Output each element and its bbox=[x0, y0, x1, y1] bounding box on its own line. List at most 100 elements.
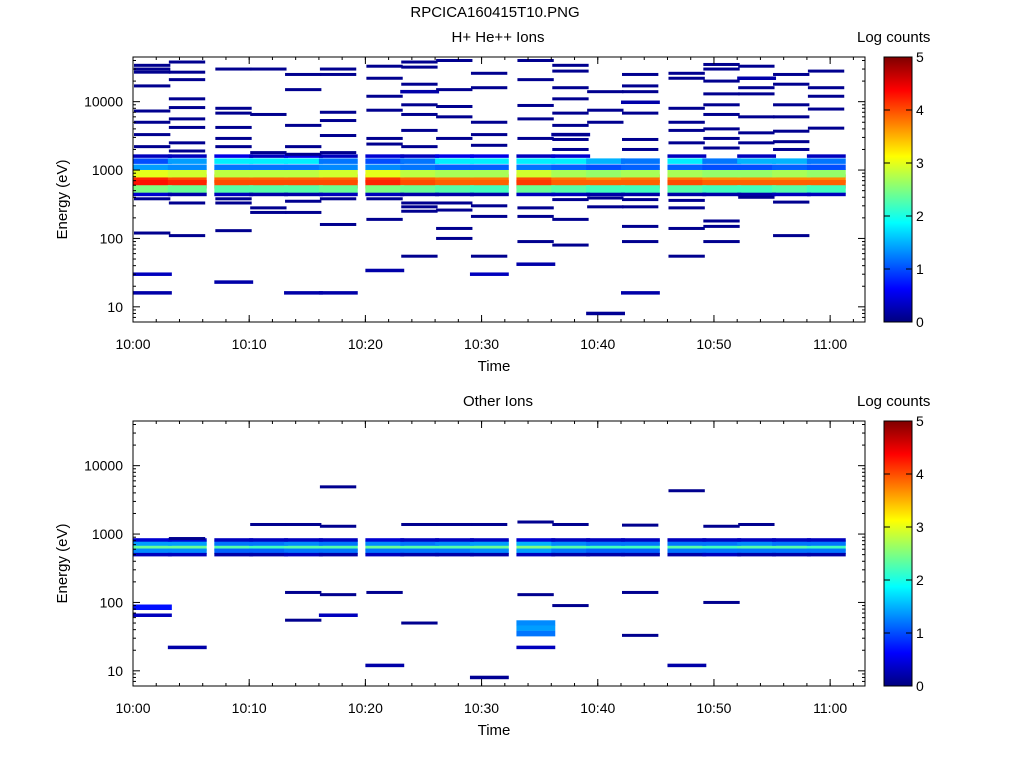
heatmap-cell bbox=[668, 128, 705, 132]
colorbar bbox=[883, 420, 913, 687]
heatmap-cell bbox=[435, 542, 474, 552]
heatmap-cell bbox=[551, 174, 591, 183]
heatmap-cell bbox=[214, 180, 254, 189]
x-tick-label: 10:40 bbox=[580, 700, 615, 716]
heatmap-cell bbox=[806, 164, 846, 170]
heatmap-cell bbox=[469, 164, 509, 170]
heatmap-cell bbox=[516, 192, 556, 197]
heatmap-cell bbox=[167, 552, 207, 557]
heatmap-cell bbox=[214, 158, 254, 164]
heatmap-cell bbox=[586, 311, 625, 316]
heatmap-cell bbox=[552, 133, 589, 137]
heatmap-cell bbox=[436, 236, 473, 240]
heatmap-cell bbox=[469, 272, 509, 276]
heatmap-cell bbox=[517, 593, 554, 597]
heatmap-cell bbox=[401, 205, 438, 209]
heatmap-cell bbox=[366, 136, 403, 140]
heatmap-cell bbox=[586, 164, 625, 170]
x-tick-label: 10:00 bbox=[115, 700, 150, 716]
heatmap-cell bbox=[622, 205, 659, 209]
heatmap-cell bbox=[806, 174, 846, 183]
heatmap-cell bbox=[249, 164, 289, 170]
heatmap-cell bbox=[133, 185, 172, 194]
heatmap-cell bbox=[469, 540, 509, 546]
heatmap-cell bbox=[668, 198, 705, 202]
heatmap-cell bbox=[737, 542, 777, 552]
heatmap-cell bbox=[738, 131, 775, 135]
heatmap-cell bbox=[516, 164, 556, 170]
heatmap-cell bbox=[133, 548, 172, 555]
heatmap-cell bbox=[318, 548, 358, 555]
heatmap-cell bbox=[772, 180, 811, 189]
heatmap-cell bbox=[772, 538, 811, 542]
heatmap-cell bbox=[587, 120, 624, 124]
heatmap-cell bbox=[587, 108, 624, 112]
heatmap-cell bbox=[516, 158, 556, 164]
heatmap-cell bbox=[702, 185, 742, 194]
heatmap-cell bbox=[667, 552, 707, 557]
heatmap-cell bbox=[319, 593, 357, 597]
heatmap-cell bbox=[284, 291, 323, 295]
panel-h-he-ions: 10:00 10:10 10:20 10:30 10:40 10:50 11:0010100… bbox=[54, 49, 924, 375]
heatmap-cell bbox=[365, 174, 405, 183]
heatmap-cell bbox=[516, 552, 556, 557]
heatmap-cell bbox=[702, 168, 742, 178]
heatmap-cell bbox=[516, 154, 556, 158]
heatmap-cell bbox=[133, 168, 172, 178]
heatmap-cell bbox=[214, 164, 254, 170]
heatmap-cell bbox=[703, 146, 740, 150]
heatmap-cell bbox=[318, 185, 358, 194]
heatmap-cell bbox=[319, 110, 357, 114]
heatmap-cell bbox=[806, 154, 846, 158]
heatmap-cell bbox=[215, 67, 252, 71]
heatmap-cell bbox=[168, 117, 206, 121]
heatmap-cell bbox=[401, 522, 438, 526]
heatmap-cell bbox=[214, 280, 254, 284]
heatmap-cell bbox=[622, 240, 659, 244]
heatmap-cell bbox=[622, 224, 659, 228]
heatmap-cell bbox=[552, 111, 589, 115]
y-tick-label: 1000 bbox=[92, 526, 123, 542]
heatmap-cell bbox=[517, 117, 554, 121]
heatmap-cell bbox=[249, 548, 289, 555]
x-tick-label: 10:20 bbox=[348, 700, 383, 716]
colorbar bbox=[883, 56, 913, 323]
heatmap-cell bbox=[133, 272, 172, 276]
heatmap-cell bbox=[621, 164, 660, 170]
colorbar-tick-label: 5 bbox=[916, 49, 924, 65]
heatmap-cell bbox=[435, 180, 474, 189]
heatmap-cell bbox=[284, 552, 323, 557]
heatmap-cell bbox=[737, 552, 777, 557]
heatmap-cell bbox=[622, 137, 659, 141]
heatmap-cell bbox=[667, 158, 707, 164]
heatmap-cell bbox=[168, 70, 206, 74]
heatmap-cell bbox=[738, 64, 775, 68]
y-tick-label: 10 bbox=[107, 663, 123, 679]
heatmap-cell bbox=[284, 168, 323, 178]
x-tick-label: 10:30 bbox=[464, 700, 499, 716]
heatmap-cell bbox=[772, 552, 811, 557]
heatmap-cell bbox=[134, 133, 171, 137]
heatmap-cell bbox=[622, 633, 659, 637]
heatmap-cell bbox=[250, 206, 287, 210]
x-tick-label: 10:00 bbox=[115, 336, 150, 352]
heatmap-cell bbox=[168, 141, 206, 145]
heatmap-cell bbox=[469, 154, 509, 158]
heatmap-cell bbox=[249, 552, 289, 557]
heatmap-cell bbox=[168, 60, 206, 64]
heatmap-cell bbox=[400, 552, 440, 557]
heatmap-cell bbox=[737, 76, 777, 81]
colorbar-tick-label: 3 bbox=[916, 519, 924, 535]
heatmap-cell bbox=[365, 185, 405, 194]
heatmap-cell bbox=[517, 206, 554, 210]
heatmap-cell bbox=[133, 604, 172, 611]
heatmap-cell bbox=[516, 625, 556, 631]
heatmap-cell bbox=[552, 604, 589, 608]
colorbar-tick-label: 0 bbox=[916, 314, 924, 330]
heatmap-cell bbox=[551, 192, 591, 197]
heatmap-cell bbox=[249, 154, 289, 158]
heatmap-cell bbox=[469, 192, 509, 197]
heatmap-cell bbox=[469, 542, 509, 552]
heatmap-cell bbox=[215, 125, 252, 129]
